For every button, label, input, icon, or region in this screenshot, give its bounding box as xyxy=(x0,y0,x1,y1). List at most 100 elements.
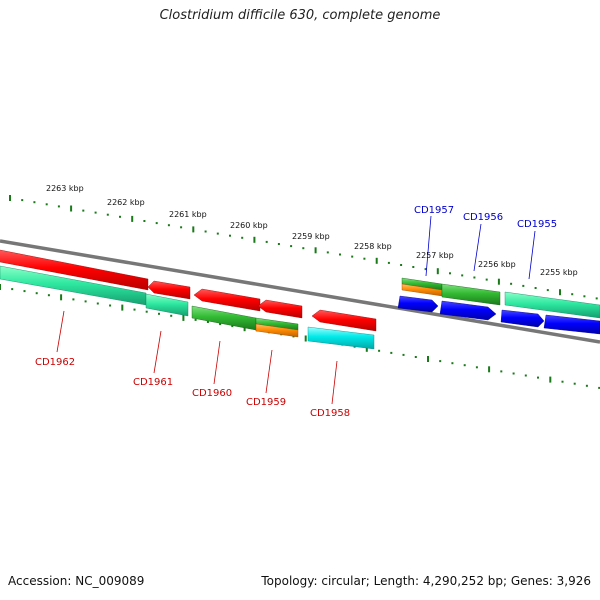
minor-tick xyxy=(339,253,341,256)
gene-label-cd1960[interactable]: CD1960 xyxy=(192,388,232,399)
ruler-label: 2263 kbp xyxy=(46,184,84,193)
gene-arrow-cd1955-b[interactable] xyxy=(543,314,600,335)
ruler-label: 2255 kbp xyxy=(540,268,578,277)
minor-tick xyxy=(277,243,280,245)
minor-tick xyxy=(84,300,87,303)
gene-arrow-cd1960[interactable] xyxy=(193,288,261,312)
minor-tick xyxy=(119,215,121,218)
minor-tick xyxy=(145,310,148,313)
gene-arrow-cd1955-a[interactable] xyxy=(500,309,545,328)
ruler-label: 2262 kbp xyxy=(107,198,145,207)
upper-ruler xyxy=(9,195,598,300)
minor-tick xyxy=(170,314,173,317)
reverse-category-track xyxy=(0,265,375,350)
minor-tick xyxy=(72,298,75,301)
ruler-label: 2257 kbp xyxy=(416,251,454,260)
minor-tick xyxy=(598,386,600,389)
minor-tick xyxy=(573,382,576,385)
category-bar-cd1956 xyxy=(441,283,501,306)
minor-tick xyxy=(194,318,197,321)
minor-tick xyxy=(546,289,549,292)
gene-arrow-cd1958[interactable] xyxy=(311,309,377,332)
gene-arrow-cd1956[interactable] xyxy=(439,300,497,321)
category-bar-cd1955 xyxy=(504,291,600,319)
minor-tick xyxy=(155,222,158,225)
minor-tick xyxy=(534,287,537,289)
minor-tick xyxy=(351,255,354,258)
category-bar-cd1958 xyxy=(307,326,375,350)
major-tick xyxy=(70,205,73,212)
minor-tick xyxy=(326,251,329,254)
minor-tick xyxy=(463,364,466,367)
minor-tick xyxy=(133,308,136,311)
major-tick xyxy=(243,325,246,332)
minor-tick xyxy=(402,353,405,356)
leader-line xyxy=(331,360,338,405)
gene-label-cd1962[interactable]: CD1962 xyxy=(35,357,75,368)
major-tick xyxy=(497,278,500,285)
minor-tick xyxy=(11,288,14,291)
minor-tick xyxy=(414,356,417,358)
minor-tick xyxy=(387,261,390,264)
ruler-label: 2259 kbp xyxy=(292,232,330,241)
minor-tick xyxy=(561,380,564,383)
major-tick xyxy=(427,356,429,362)
minor-tick xyxy=(461,274,464,277)
gene-arrow-cd1961[interactable] xyxy=(147,280,191,300)
major-tick xyxy=(0,284,1,290)
gene-arrow-cd1962[interactable] xyxy=(0,249,149,291)
minor-tick xyxy=(424,268,427,271)
reverse-gene-labels: CD1962 CD1961 CD1960 CD1959 CD1958 xyxy=(35,310,350,419)
minor-tick xyxy=(206,321,209,323)
gene-label-cd1957[interactable]: CD1957 xyxy=(414,205,454,216)
major-tick xyxy=(121,304,124,311)
minor-tick xyxy=(449,272,451,275)
gene-label-cd1959[interactable]: CD1959 xyxy=(246,397,286,408)
minor-tick xyxy=(363,257,366,260)
leader-line xyxy=(473,223,482,272)
leader-line xyxy=(56,310,65,353)
forward-strand-track xyxy=(397,295,600,335)
minor-tick xyxy=(180,226,183,229)
minor-tick xyxy=(265,240,268,243)
minor-tick xyxy=(522,284,525,287)
minor-tick xyxy=(204,230,207,233)
minor-tick xyxy=(47,294,50,297)
ruler-label: 2260 kbp xyxy=(230,221,268,230)
minor-tick xyxy=(302,247,305,250)
minor-tick xyxy=(412,266,415,268)
minor-tick xyxy=(451,362,454,365)
category-bar-cd1961 xyxy=(145,293,189,317)
minor-tick xyxy=(33,201,36,204)
gene-label-cd1955[interactable]: CD1955 xyxy=(517,219,557,230)
minor-tick xyxy=(45,203,48,206)
ruler-label: 2258 kbp xyxy=(354,242,392,251)
minor-tick xyxy=(583,295,586,298)
leader-line xyxy=(213,340,221,385)
minor-tick xyxy=(485,278,488,281)
forward-category-track xyxy=(401,277,600,319)
minor-tick xyxy=(106,213,109,216)
gene-arrow-cd1959[interactable] xyxy=(257,299,303,319)
minor-tick xyxy=(231,325,234,328)
ruler-label: 2261 kbp xyxy=(169,210,207,219)
major-tick xyxy=(375,257,378,264)
leader-line xyxy=(153,330,162,374)
minor-tick xyxy=(167,224,170,227)
major-tick xyxy=(253,236,256,243)
gene-label-cd1956[interactable]: CD1956 xyxy=(463,212,503,223)
gene-label-cd1961[interactable]: CD1961 xyxy=(133,377,173,388)
major-tick xyxy=(365,345,368,352)
minor-tick xyxy=(23,290,26,293)
major-tick xyxy=(9,195,11,201)
minor-tick xyxy=(473,276,476,279)
minor-tick xyxy=(216,232,219,235)
gene-arrow-cd1957[interactable] xyxy=(397,295,439,313)
ruler-label: 2256 kbp xyxy=(478,260,516,269)
gene-label-cd1958[interactable]: CD1958 xyxy=(310,408,350,419)
major-tick xyxy=(488,366,491,373)
map-title: Clostridium difficile 630, complete geno… xyxy=(159,8,441,23)
minor-tick xyxy=(35,292,38,295)
minor-tick xyxy=(510,282,513,285)
